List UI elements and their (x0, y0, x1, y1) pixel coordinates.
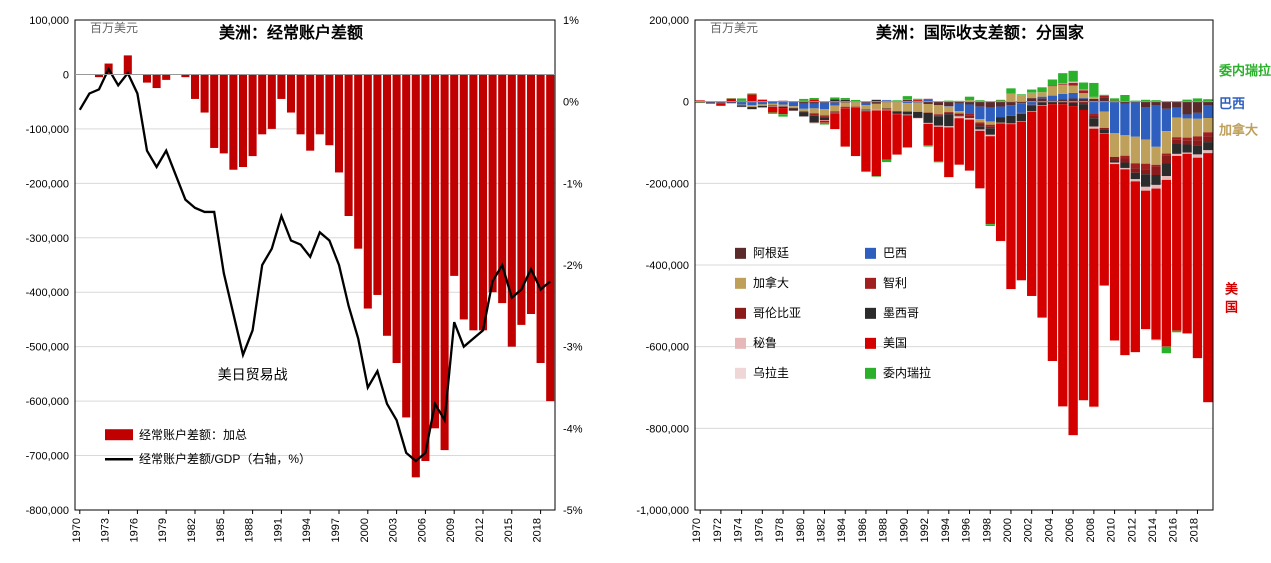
svg-text:1979: 1979 (157, 518, 169, 542)
svg-text:-2%: -2% (563, 260, 583, 272)
svg-text:0: 0 (683, 97, 689, 109)
svg-text:1982: 1982 (186, 518, 198, 542)
svg-text:加拿大: 加拿大 (753, 275, 789, 290)
svg-text:1974: 1974 (733, 518, 745, 542)
svg-text:2015: 2015 (503, 518, 515, 542)
charts-container: -800,000 -700,000 -600,000 -500,000 -400,000… (0, 0, 1271, 563)
svg-text:1970: 1970 (71, 518, 83, 542)
svg-text:2012: 2012 (1126, 518, 1138, 542)
svg-text:2008: 2008 (1085, 518, 1097, 542)
svg-text:加拿大: 加拿大 (1218, 122, 1258, 137)
left-chart-panel: -800,000 -700,000 -600,000 -500,000 -400,000… (0, 0, 610, 563)
svg-text:-500,000: -500,000 (26, 342, 69, 354)
svg-text:国: 国 (1225, 300, 1238, 315)
svg-text:2018: 2018 (532, 518, 544, 542)
svg-text:2000: 2000 (1002, 518, 1014, 542)
svg-text:-600,000: -600,000 (646, 342, 689, 354)
svg-text:1991: 1991 (272, 518, 284, 542)
svg-text:1980: 1980 (795, 518, 807, 542)
svg-text:-800,000: -800,000 (646, 423, 689, 435)
svg-text:1988: 1988 (878, 518, 890, 542)
svg-text:1973: 1973 (100, 518, 112, 542)
svg-text:2018: 2018 (1188, 518, 1200, 542)
svg-text:百万美元: 百万美元 (90, 21, 138, 35)
svg-text:1994: 1994 (940, 518, 952, 542)
svg-text:2010: 2010 (1106, 518, 1118, 542)
svg-text:2014: 2014 (1147, 518, 1159, 542)
svg-text:-300,000: -300,000 (26, 233, 69, 245)
svg-text:-600,000: -600,000 (26, 396, 69, 408)
svg-text:-1%: -1% (563, 178, 583, 190)
svg-text:墨西哥: 墨西哥 (883, 306, 919, 320)
svg-text:2012: 2012 (474, 518, 486, 542)
svg-text:1994: 1994 (301, 518, 313, 542)
svg-text:委内瑞拉: 委内瑞拉 (1218, 63, 1271, 78)
svg-text:委内瑞拉: 委内瑞拉 (883, 365, 931, 380)
svg-text:1%: 1% (563, 15, 579, 27)
svg-text:经常账户差额：加总: 经常账户差额：加总 (139, 427, 247, 442)
svg-text:-800,000: -800,000 (26, 505, 69, 517)
svg-text:百万美元: 百万美元 (710, 21, 758, 35)
svg-text:1976: 1976 (753, 518, 765, 542)
svg-text:2006: 2006 (1064, 518, 1076, 542)
svg-text:1997: 1997 (330, 518, 342, 542)
svg-text:-4%: -4% (563, 423, 583, 435)
svg-text:-100,000: -100,000 (26, 124, 69, 136)
svg-text:2003: 2003 (388, 518, 400, 542)
svg-text:0%: 0% (563, 97, 579, 109)
svg-text:-3%: -3% (563, 342, 583, 354)
svg-text:1990: 1990 (898, 518, 910, 542)
svg-text:-400,000: -400,000 (26, 287, 69, 299)
svg-text:智利: 智利 (883, 275, 907, 290)
svg-text:巴西: 巴西 (1219, 96, 1245, 111)
svg-text:阿根廷: 阿根廷 (753, 246, 789, 260)
svg-text:2000: 2000 (359, 518, 371, 542)
svg-text:哥伦比亚: 哥伦比亚 (753, 305, 801, 320)
svg-text:1996: 1996 (961, 518, 973, 542)
svg-text:-1,000,000: -1,000,000 (636, 505, 689, 517)
svg-text:经常账户差额/GDP（右轴，%）: 经常账户差额/GDP（右轴，%） (139, 451, 311, 466)
svg-text:美日贸易战: 美日贸易战 (218, 366, 288, 382)
svg-text:1984: 1984 (836, 518, 848, 542)
svg-text:1976: 1976 (128, 518, 140, 542)
svg-text:-200,000: -200,000 (26, 178, 69, 190)
svg-text:1998: 1998 (981, 518, 993, 542)
svg-text:200,000: 200,000 (649, 15, 689, 27)
svg-text:-200,000: -200,000 (646, 178, 689, 190)
svg-text:美洲：国际收支差额：分国家: 美洲：国际收支差额：分国家 (876, 23, 1085, 42)
svg-text:0: 0 (63, 69, 69, 81)
svg-text:巴西: 巴西 (883, 246, 907, 260)
svg-text:2006: 2006 (416, 518, 428, 542)
svg-text:-400,000: -400,000 (646, 260, 689, 272)
svg-text:2009: 2009 (445, 518, 457, 542)
svg-text:100,000: 100,000 (29, 15, 69, 27)
svg-text:秘鲁: 秘鲁 (753, 336, 777, 350)
svg-text:1992: 1992 (919, 518, 931, 542)
svg-text:1972: 1972 (712, 518, 724, 542)
svg-text:2004: 2004 (1043, 518, 1055, 542)
svg-text:1978: 1978 (774, 518, 786, 542)
svg-text:2016: 2016 (1168, 518, 1180, 542)
svg-text:美洲：经常账户差额: 美洲：经常账户差额 (219, 23, 363, 42)
svg-text:-700,000: -700,000 (26, 451, 69, 463)
svg-text:1970: 1970 (691, 518, 703, 542)
svg-text:1988: 1988 (244, 518, 256, 542)
right-chart-panel: -1,000,000 -800,000 -600,000 -400,000 -200,0… (610, 0, 1271, 563)
svg-text:2002: 2002 (1023, 518, 1035, 542)
svg-text:1986: 1986 (857, 518, 869, 542)
svg-text:美: 美 (1225, 282, 1239, 297)
svg-text:1985: 1985 (215, 518, 227, 542)
svg-text:-5%: -5% (563, 505, 583, 517)
svg-text:1982: 1982 (816, 518, 828, 542)
svg-text:乌拉圭: 乌拉圭 (753, 365, 789, 380)
svg-text:美国: 美国 (883, 336, 907, 350)
